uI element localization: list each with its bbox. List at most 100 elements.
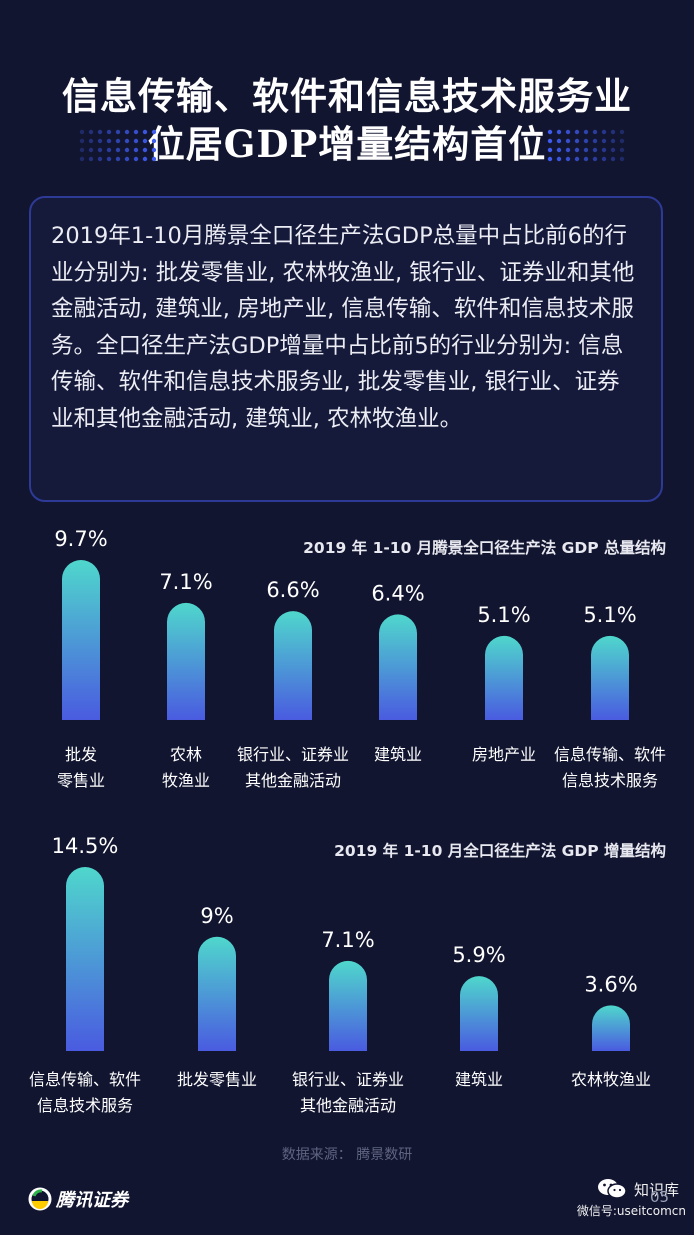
description-box: 2019年1-10月腾景全口径生产法GDP总量中占比前6的行业分别为: 批发零售… (29, 196, 663, 502)
dot-mark (547, 156, 553, 162)
dot-mark (592, 129, 598, 135)
dot-mark (142, 156, 148, 162)
category-label: 零售业 (57, 771, 105, 790)
dot-mark (610, 138, 616, 144)
dot-mark (97, 138, 103, 144)
dot-mark (79, 129, 85, 135)
dot-mark (565, 129, 571, 135)
brand-logo: 腾讯证券 (28, 1186, 128, 1212)
dot-pattern-left-icon (78, 128, 160, 164)
dot-mark (151, 129, 157, 135)
dot-mark (601, 147, 607, 153)
dot-mark (574, 156, 580, 162)
bar (592, 1005, 630, 1051)
dot-mark (115, 156, 121, 162)
tencent-logo-icon (28, 1187, 52, 1211)
bar (62, 560, 100, 720)
category-label: 银行业、证券业 (237, 745, 349, 764)
dot-mark (592, 138, 598, 144)
watermark-name: 知识库 (634, 1180, 680, 1199)
dot-mark (574, 147, 580, 153)
dot-mark (97, 147, 103, 153)
dot-mark (97, 156, 103, 162)
category-label: 其他金融活动 (245, 771, 341, 790)
dot-mark (619, 147, 625, 153)
category-label: 信息传输、软件 (29, 1070, 141, 1089)
dot-mark (583, 129, 589, 135)
dot-mark (142, 147, 148, 153)
bar (66, 867, 104, 1051)
dot-mark (88, 129, 94, 135)
dot-mark (88, 147, 94, 153)
dot-mark (610, 147, 616, 153)
category-label: 建筑业 (374, 745, 422, 764)
page-title: 信息传输、软件和信息技术服务业 位居GDP增量结构首位 (0, 72, 694, 168)
dot-mark (133, 138, 139, 144)
dot-mark (124, 138, 130, 144)
dot-mark (133, 129, 139, 135)
dot-mark (619, 156, 625, 162)
category-label: 农林 (170, 745, 202, 764)
bar (274, 611, 312, 720)
dot-mark (142, 129, 148, 135)
bar (167, 602, 205, 720)
dot-mark (151, 156, 157, 162)
dot-mark (556, 129, 562, 135)
page-number: 05 (650, 1188, 670, 1206)
data-label: 7.1% (159, 570, 212, 594)
dot-mark (556, 156, 562, 162)
dot-mark (106, 138, 112, 144)
dot-mark (106, 147, 112, 153)
data-label: 14.5% (52, 834, 119, 858)
dot-mark (124, 129, 130, 135)
dot-mark (601, 138, 607, 144)
dot-mark (592, 156, 598, 162)
bar (329, 960, 367, 1051)
bar (591, 635, 629, 720)
category-label: 信息技术服务 (562, 771, 658, 790)
dot-mark (583, 138, 589, 144)
data-label: 9.7% (54, 527, 107, 551)
data-label: 5.1% (583, 603, 636, 627)
watermark: 知识库 (596, 1177, 679, 1201)
category-label: 信息传输、软件 (554, 745, 666, 764)
description-text: 2019年1-10月腾景全口径生产法GDP总量中占比前6的行业分别为: 批发零售… (51, 223, 635, 432)
dot-mark (79, 156, 85, 162)
dot-mark (601, 156, 607, 162)
bar (379, 614, 417, 720)
dot-mark (601, 129, 607, 135)
data-label: 6.6% (266, 578, 319, 602)
gdp-increment-structure-chart: 2019 年 1-10 月全口径生产法 GDP 增量结构 14.5% 信息传输、软… (0, 825, 694, 1125)
dot-mark (547, 129, 553, 135)
data-label: 3.6% (584, 972, 637, 996)
dot-mark (610, 156, 616, 162)
category-label: 信息技术服务 (37, 1096, 133, 1115)
data-label: 5.1% (477, 603, 530, 627)
dot-mark (106, 156, 112, 162)
dot-mark (565, 138, 571, 144)
brand-name: 腾讯证券 (56, 1190, 128, 1211)
wechat-icon (598, 1179, 627, 1199)
category-label: 批发零售业 (177, 1070, 257, 1089)
category-label: 农林牧渔业 (571, 1070, 651, 1089)
dot-mark (574, 129, 580, 135)
bar (460, 976, 498, 1051)
dot-mark (79, 147, 85, 153)
title-line-2: 位居GDP增量结构首位 (147, 122, 547, 166)
dot-mark (583, 156, 589, 162)
dot-mark (556, 138, 562, 144)
gdp-total-structure-chart: 2019 年 1-10 月腾景全口径生产法 GDP 总量结构 9.7% 批发 零售业… (0, 520, 694, 810)
dot-mark (88, 156, 94, 162)
data-label: 5.9% (452, 943, 505, 967)
data-label: 6.4% (371, 581, 424, 605)
bar (485, 635, 523, 720)
dot-mark (115, 129, 121, 135)
dot-pattern-right-icon (546, 128, 628, 164)
dot-mark (547, 147, 553, 153)
dot-mark (574, 138, 580, 144)
dot-mark (79, 138, 85, 144)
dot-mark (619, 138, 625, 144)
category-label: 房地产业 (472, 745, 536, 764)
